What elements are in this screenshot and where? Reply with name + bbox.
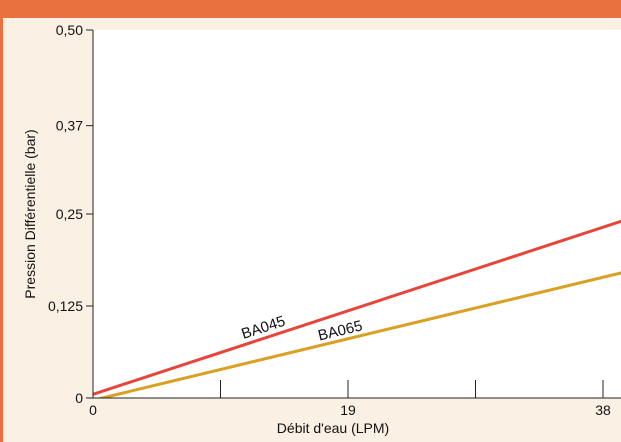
plot-area bbox=[93, 30, 621, 398]
x-tick-label: 38 bbox=[595, 402, 611, 418]
series-line-ba045 bbox=[93, 219, 621, 396]
y-axis-title: Pression Différentielle (bar) bbox=[22, 129, 38, 298]
top-accent-bar bbox=[0, 0, 621, 18]
x-axis-title: Débit d'eau (LPM) bbox=[277, 420, 389, 436]
y-tick-label: 0 bbox=[75, 390, 83, 406]
series-line-ba065 bbox=[95, 271, 621, 398]
y-tick-label: 0,25 bbox=[56, 206, 83, 222]
y-tick-label: 0,125 bbox=[48, 298, 83, 314]
x-tick-label: 0 bbox=[89, 402, 97, 418]
left-accent-bar bbox=[0, 18, 3, 442]
y-tick-label: 0,50 bbox=[56, 22, 83, 38]
x-tick-label: 19 bbox=[340, 402, 356, 418]
y-tick-label: 0,37 bbox=[56, 118, 83, 134]
